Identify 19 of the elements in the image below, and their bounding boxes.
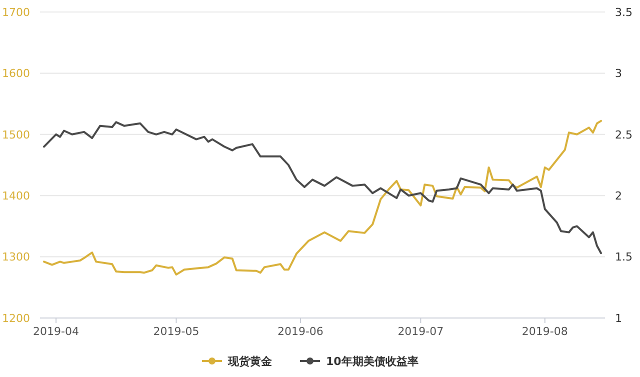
y2-tick-label: 3: [615, 67, 622, 80]
legend-label: 现货黄金: [227, 354, 273, 368]
y2-tick-label: 2.5: [615, 128, 632, 142]
y-tick-label: 1600: [2, 67, 30, 80]
y-tick-label: 1300: [2, 250, 30, 264]
y2-tick-label: 2: [615, 189, 622, 202]
y2-tick-label: 3.5: [615, 6, 632, 19]
y-tick-label: 1700: [2, 6, 30, 19]
y-tick-label: 1500: [2, 128, 30, 142]
x-tick-label: 2019-08: [522, 325, 568, 338]
y2-tick-label: 1.5: [615, 250, 632, 264]
x-tick-label: 2019-06: [277, 325, 324, 338]
legend-label: 10年期美债收益率: [326, 354, 418, 368]
y2-tick-label: 1: [615, 312, 622, 325]
x-tick-label: 2019-04: [33, 325, 80, 338]
y-tick-label: 1400: [2, 189, 30, 202]
y-tick-label: 1200: [2, 312, 30, 325]
x-tick-label: 2019-07: [398, 325, 444, 338]
x-tick-label: 2019-05: [153, 325, 200, 338]
